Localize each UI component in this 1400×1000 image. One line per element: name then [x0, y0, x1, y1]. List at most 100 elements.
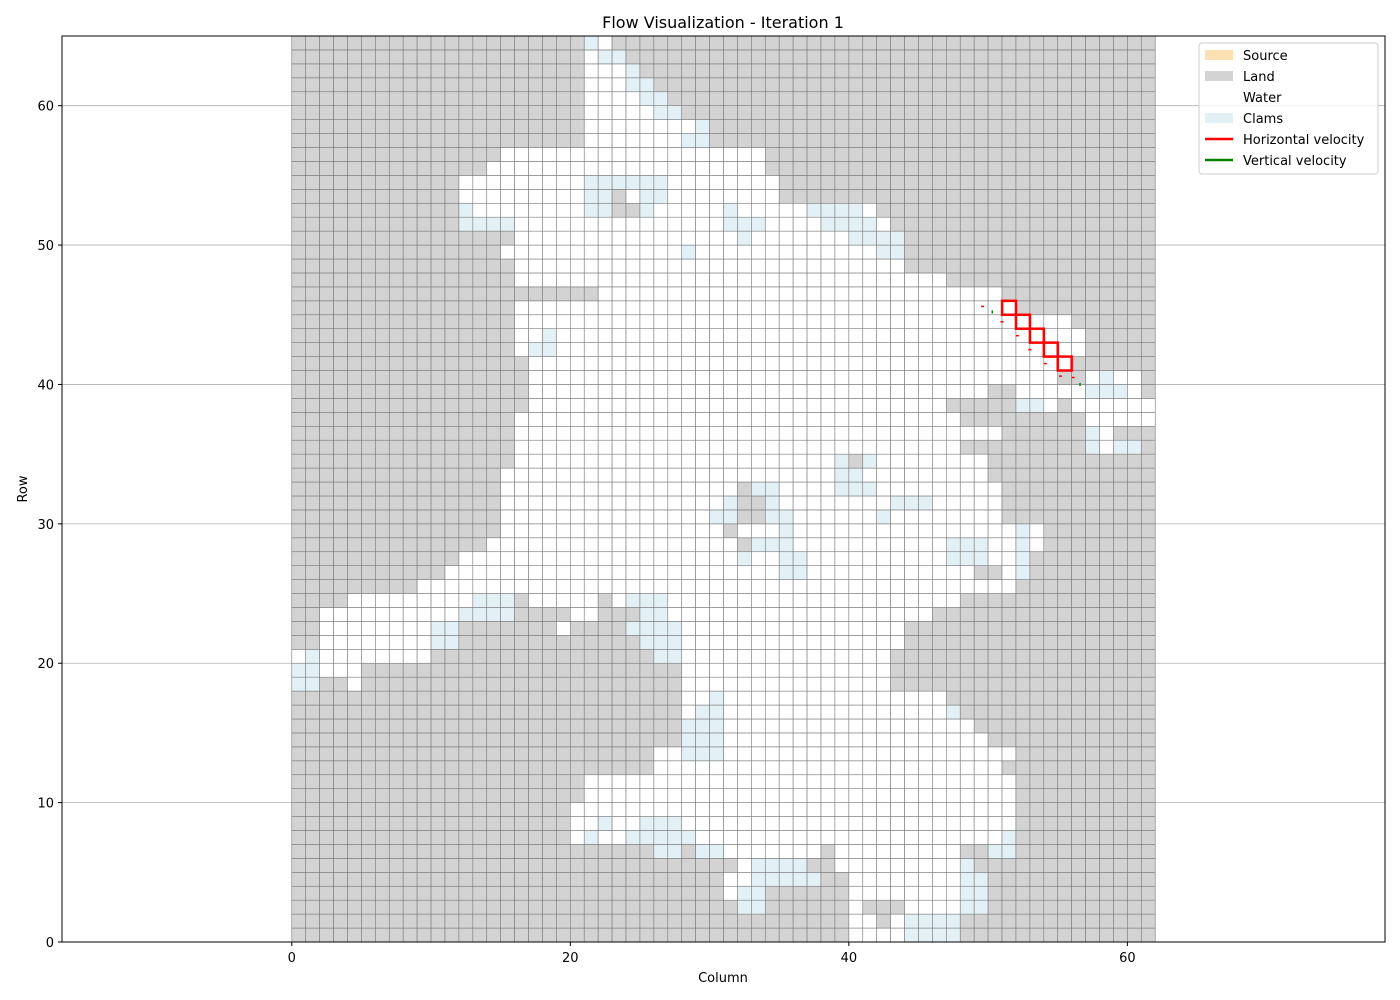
cell-water: [751, 328, 766, 343]
cell-land: [1057, 788, 1072, 803]
cell-land: [291, 913, 307, 929]
cell-land: [1099, 760, 1114, 776]
cell-land: [319, 286, 334, 302]
cell-land: [778, 119, 794, 134]
cell-land: [291, 551, 307, 566]
cell-land: [361, 147, 376, 162]
cell-land: [347, 384, 362, 399]
cell-water: [932, 858, 947, 873]
cell-water: [890, 523, 905, 539]
cell-land: [347, 439, 362, 455]
cell-water: [848, 565, 864, 580]
cell-water: [737, 189, 752, 204]
cell-land: [583, 676, 599, 692]
cell-land: [388, 439, 404, 455]
cell-water: [583, 258, 599, 274]
cell-water: [876, 398, 891, 413]
cell-land: [1099, 704, 1114, 720]
cell-water: [375, 621, 390, 636]
cell-land: [361, 119, 376, 134]
cell-water: [528, 453, 543, 469]
cell-water: [723, 635, 738, 650]
cell-land: [291, 398, 307, 413]
cell-water: [542, 565, 557, 580]
cell-land: [611, 704, 627, 720]
cell-water: [904, 370, 919, 385]
cell-land: [987, 913, 1003, 929]
cell-land: [1071, 774, 1086, 789]
cell-land: [1140, 872, 1156, 887]
cell-water: [486, 189, 501, 204]
cell-land: [347, 49, 362, 65]
cell-land: [542, 704, 557, 720]
cell-water: [472, 565, 488, 580]
cell-land: [458, 328, 474, 343]
cell-land: [695, 105, 710, 120]
cell-land: [1057, 412, 1072, 427]
cell-land: [1043, 844, 1059, 859]
cell-land: [542, 746, 557, 762]
cell-land: [1043, 858, 1059, 873]
cell-water: [834, 523, 850, 539]
cell-water: [583, 342, 599, 357]
cell-land: [1057, 704, 1072, 720]
cell-water: [723, 746, 738, 762]
cell-land: [1127, 760, 1142, 776]
cell-water: [1085, 398, 1100, 413]
cell-land: [291, 774, 307, 789]
cell-water: [876, 676, 891, 692]
cell-land: [486, 398, 501, 413]
cell-water: [625, 467, 641, 483]
cell-land: [681, 35, 696, 51]
cell-land: [1029, 91, 1045, 106]
cell-land: [1043, 635, 1059, 650]
cell-water: [611, 356, 627, 371]
cell-water: [792, 830, 808, 845]
cell-water: [737, 244, 752, 260]
cell-land: [959, 844, 975, 859]
cell-land: [1001, 216, 1017, 232]
cell-water: [848, 885, 864, 901]
cell-water: [570, 202, 585, 218]
cell-land: [444, 439, 460, 455]
cell-water: [556, 202, 571, 218]
cell-clams: [1015, 565, 1031, 580]
cell-land: [1140, 258, 1156, 274]
x-tick-label: 40: [841, 951, 858, 966]
cell-land: [1057, 593, 1072, 608]
cell-land: [319, 844, 334, 859]
cell-land: [932, 202, 947, 218]
cell-clams: [1001, 830, 1017, 845]
cell-water: [375, 607, 390, 622]
cell-land: [305, 579, 320, 594]
cell-land: [918, 119, 933, 134]
cell-land: [1015, 858, 1031, 873]
cell-land: [1099, 63, 1114, 79]
cell-water: [570, 244, 585, 260]
cell-water: [709, 551, 724, 566]
cell-land: [472, 621, 488, 636]
cell-land: [319, 495, 334, 511]
cell-land: [946, 676, 961, 692]
cell-land: [319, 579, 334, 594]
cell-land: [973, 662, 989, 678]
y-tick-label: 40: [37, 378, 54, 393]
cell-water: [792, 802, 808, 817]
cell-land: [416, 913, 432, 929]
cell-land: [1029, 551, 1045, 566]
cell-land: [625, 35, 641, 51]
cell-water: [723, 398, 738, 413]
cell-land: [486, 77, 501, 93]
cell-land: [319, 119, 334, 134]
cell-water: [416, 579, 432, 594]
cell-land: [751, 495, 766, 511]
cell-water: [792, 621, 808, 636]
cell-water: [556, 593, 571, 608]
cell-land: [932, 77, 947, 93]
cell-water: [542, 161, 557, 176]
cell-land: [1001, 244, 1017, 260]
cell-water: [987, 579, 1003, 594]
cell-land: [472, 885, 488, 901]
cell-land: [639, 844, 655, 859]
cell-land: [375, 425, 390, 441]
